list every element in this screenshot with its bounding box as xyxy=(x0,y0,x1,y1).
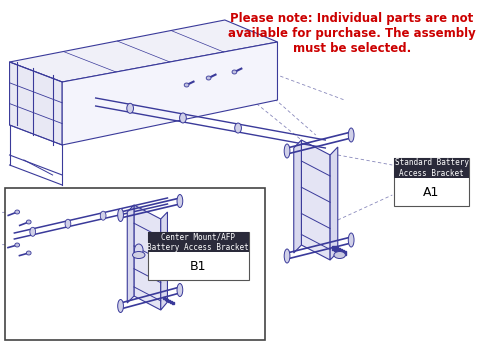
Ellipse shape xyxy=(180,113,186,123)
Ellipse shape xyxy=(348,233,354,247)
Polygon shape xyxy=(10,62,62,145)
Ellipse shape xyxy=(177,194,183,207)
Ellipse shape xyxy=(15,210,20,214)
Ellipse shape xyxy=(132,251,145,258)
Ellipse shape xyxy=(26,251,31,255)
Polygon shape xyxy=(128,205,134,303)
Polygon shape xyxy=(302,140,330,260)
Text: Standard Battery
Access Bracket: Standard Battery Access Bracket xyxy=(394,158,468,178)
Ellipse shape xyxy=(232,70,237,74)
Polygon shape xyxy=(10,20,278,82)
Ellipse shape xyxy=(134,244,143,256)
Text: Please note: Individual parts are not
available for purchase. The assembly
must : Please note: Individual parts are not av… xyxy=(228,12,476,55)
Bar xyxy=(394,158,469,206)
Text: Center Mount/AFP
Battery Access Bracket: Center Mount/AFP Battery Access Bracket xyxy=(147,232,249,252)
Ellipse shape xyxy=(184,83,189,87)
Polygon shape xyxy=(62,42,278,145)
Ellipse shape xyxy=(15,243,20,247)
Bar xyxy=(148,232,249,280)
Polygon shape xyxy=(134,205,161,310)
Ellipse shape xyxy=(234,123,242,133)
Text: B1: B1 xyxy=(190,259,206,272)
Ellipse shape xyxy=(30,227,36,236)
Ellipse shape xyxy=(206,76,211,80)
Ellipse shape xyxy=(118,208,124,222)
Ellipse shape xyxy=(284,249,290,263)
Bar xyxy=(5,188,265,340)
Bar xyxy=(148,232,249,252)
Bar xyxy=(394,158,469,178)
Text: A1: A1 xyxy=(424,185,440,198)
Ellipse shape xyxy=(118,300,124,312)
Ellipse shape xyxy=(26,220,31,224)
Ellipse shape xyxy=(127,103,134,113)
Ellipse shape xyxy=(348,128,354,142)
Ellipse shape xyxy=(65,219,71,228)
Ellipse shape xyxy=(334,251,345,258)
Ellipse shape xyxy=(100,211,106,220)
Polygon shape xyxy=(294,140,302,253)
Ellipse shape xyxy=(177,283,183,297)
Polygon shape xyxy=(330,147,338,260)
Polygon shape xyxy=(161,212,168,310)
Ellipse shape xyxy=(284,144,290,158)
